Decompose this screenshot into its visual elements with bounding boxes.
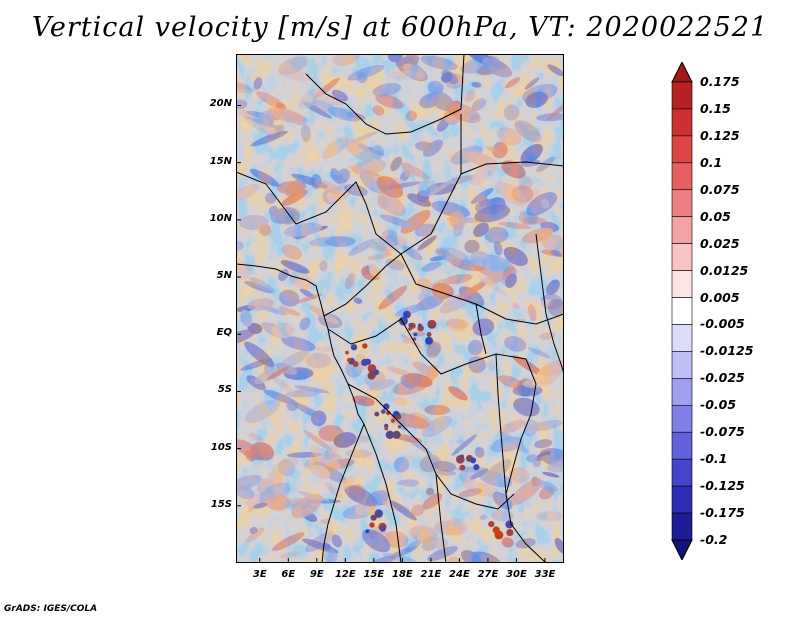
border-south-a [347, 383, 515, 510]
colorbar-label: 0.075 [700, 181, 740, 197]
colorbar-label: -0.0125 [700, 343, 754, 359]
figure-title: Vertical velocity [m/s] at 600hPa, VT: 2… [31, 12, 769, 43]
border-north [305, 54, 465, 135]
lon-label: 3E [252, 569, 267, 580]
lat-label: 5S [217, 384, 232, 396]
field-texture [236, 54, 564, 563]
colorbar-segment [671, 270, 693, 298]
coastline-west [236, 263, 365, 563]
colorbar-segment [671, 216, 693, 244]
colorbar-segment [671, 485, 693, 514]
lat-label: 20N [209, 98, 232, 110]
border-congo-basin [327, 318, 537, 385]
lon-label: 18E [392, 569, 413, 580]
colorbar-segment [671, 189, 693, 218]
map-plot [236, 54, 564, 563]
colorbar-segment [671, 108, 693, 137]
lon-label: 9E [309, 569, 324, 580]
colorbar-max-arrow [671, 62, 693, 83]
colorbar-segment [671, 431, 693, 460]
lat-label: 10S [210, 441, 232, 453]
colorbar-label: -0.005 [700, 316, 745, 332]
lat-label: 10N [209, 212, 232, 224]
lon-label: 30E [506, 569, 527, 580]
colorbar-segment [671, 81, 693, 110]
colorbar-segment [671, 512, 693, 541]
colorbar-segment [671, 351, 693, 379]
colorbar-segment [671, 458, 693, 487]
border-south-c [435, 473, 447, 563]
colorbar-segment [671, 243, 693, 271]
colorbar-segment [671, 162, 693, 191]
lake-shore-east [535, 233, 564, 375]
colorbar-label: -0.2 [700, 532, 728, 547]
lat-label: 15S [210, 498, 232, 510]
colorbar-segment [671, 297, 693, 325]
border-lake-region [475, 303, 507, 495]
colorbar-label: 0.05 [700, 208, 731, 224]
border-sahara [236, 114, 462, 255]
lat-label: EQ [216, 327, 232, 339]
lon-label: 27E [477, 569, 499, 580]
country-borders [236, 54, 564, 563]
colorbar-label: 0.0125 [700, 262, 749, 278]
map-panel [236, 54, 564, 563]
colorbar-label: -0.05 [700, 397, 737, 413]
lon-label: 6E [281, 569, 296, 580]
colorbar-label: 0.025 [700, 235, 740, 251]
colorbar-label: -0.075 [700, 424, 745, 440]
lon-label: 15E [363, 569, 385, 580]
border-east [505, 383, 547, 563]
colorbar-label: 0.15 [700, 100, 731, 116]
lat-label: 15N [209, 155, 232, 167]
lat-label: 5N [216, 270, 232, 282]
colorbar-segment [671, 404, 693, 433]
colorbar-label: -0.125 [700, 478, 745, 494]
border-sudan [460, 161, 564, 175]
colorbar [671, 62, 693, 560]
colorbar-label: 0.125 [700, 127, 740, 143]
colorbar-label: -0.175 [700, 505, 745, 521]
colorbar-min-arrow [671, 539, 693, 560]
lon-label: 33E [534, 569, 556, 580]
colorbar-segment [671, 135, 693, 164]
footer-credit: GrADS: IGES/COLA [4, 604, 98, 614]
lon-label: 24E [449, 569, 470, 580]
map-frame [236, 54, 564, 563]
colorbar-label: 0.175 [700, 74, 740, 89]
colorbar-label: 0.005 [700, 289, 740, 305]
border-central [323, 253, 564, 325]
colorbar-segment [671, 378, 693, 406]
axis-ticks [236, 104, 546, 563]
colorbar-label: -0.1 [700, 451, 728, 467]
lon-label: 21E [420, 569, 442, 580]
colorbar-segment [671, 324, 693, 352]
colorbar-label: -0.025 [700, 370, 745, 386]
border-south-b [363, 423, 402, 563]
colorbar-label: 0.1 [700, 154, 723, 170]
lon-label: 12E [334, 569, 356, 580]
